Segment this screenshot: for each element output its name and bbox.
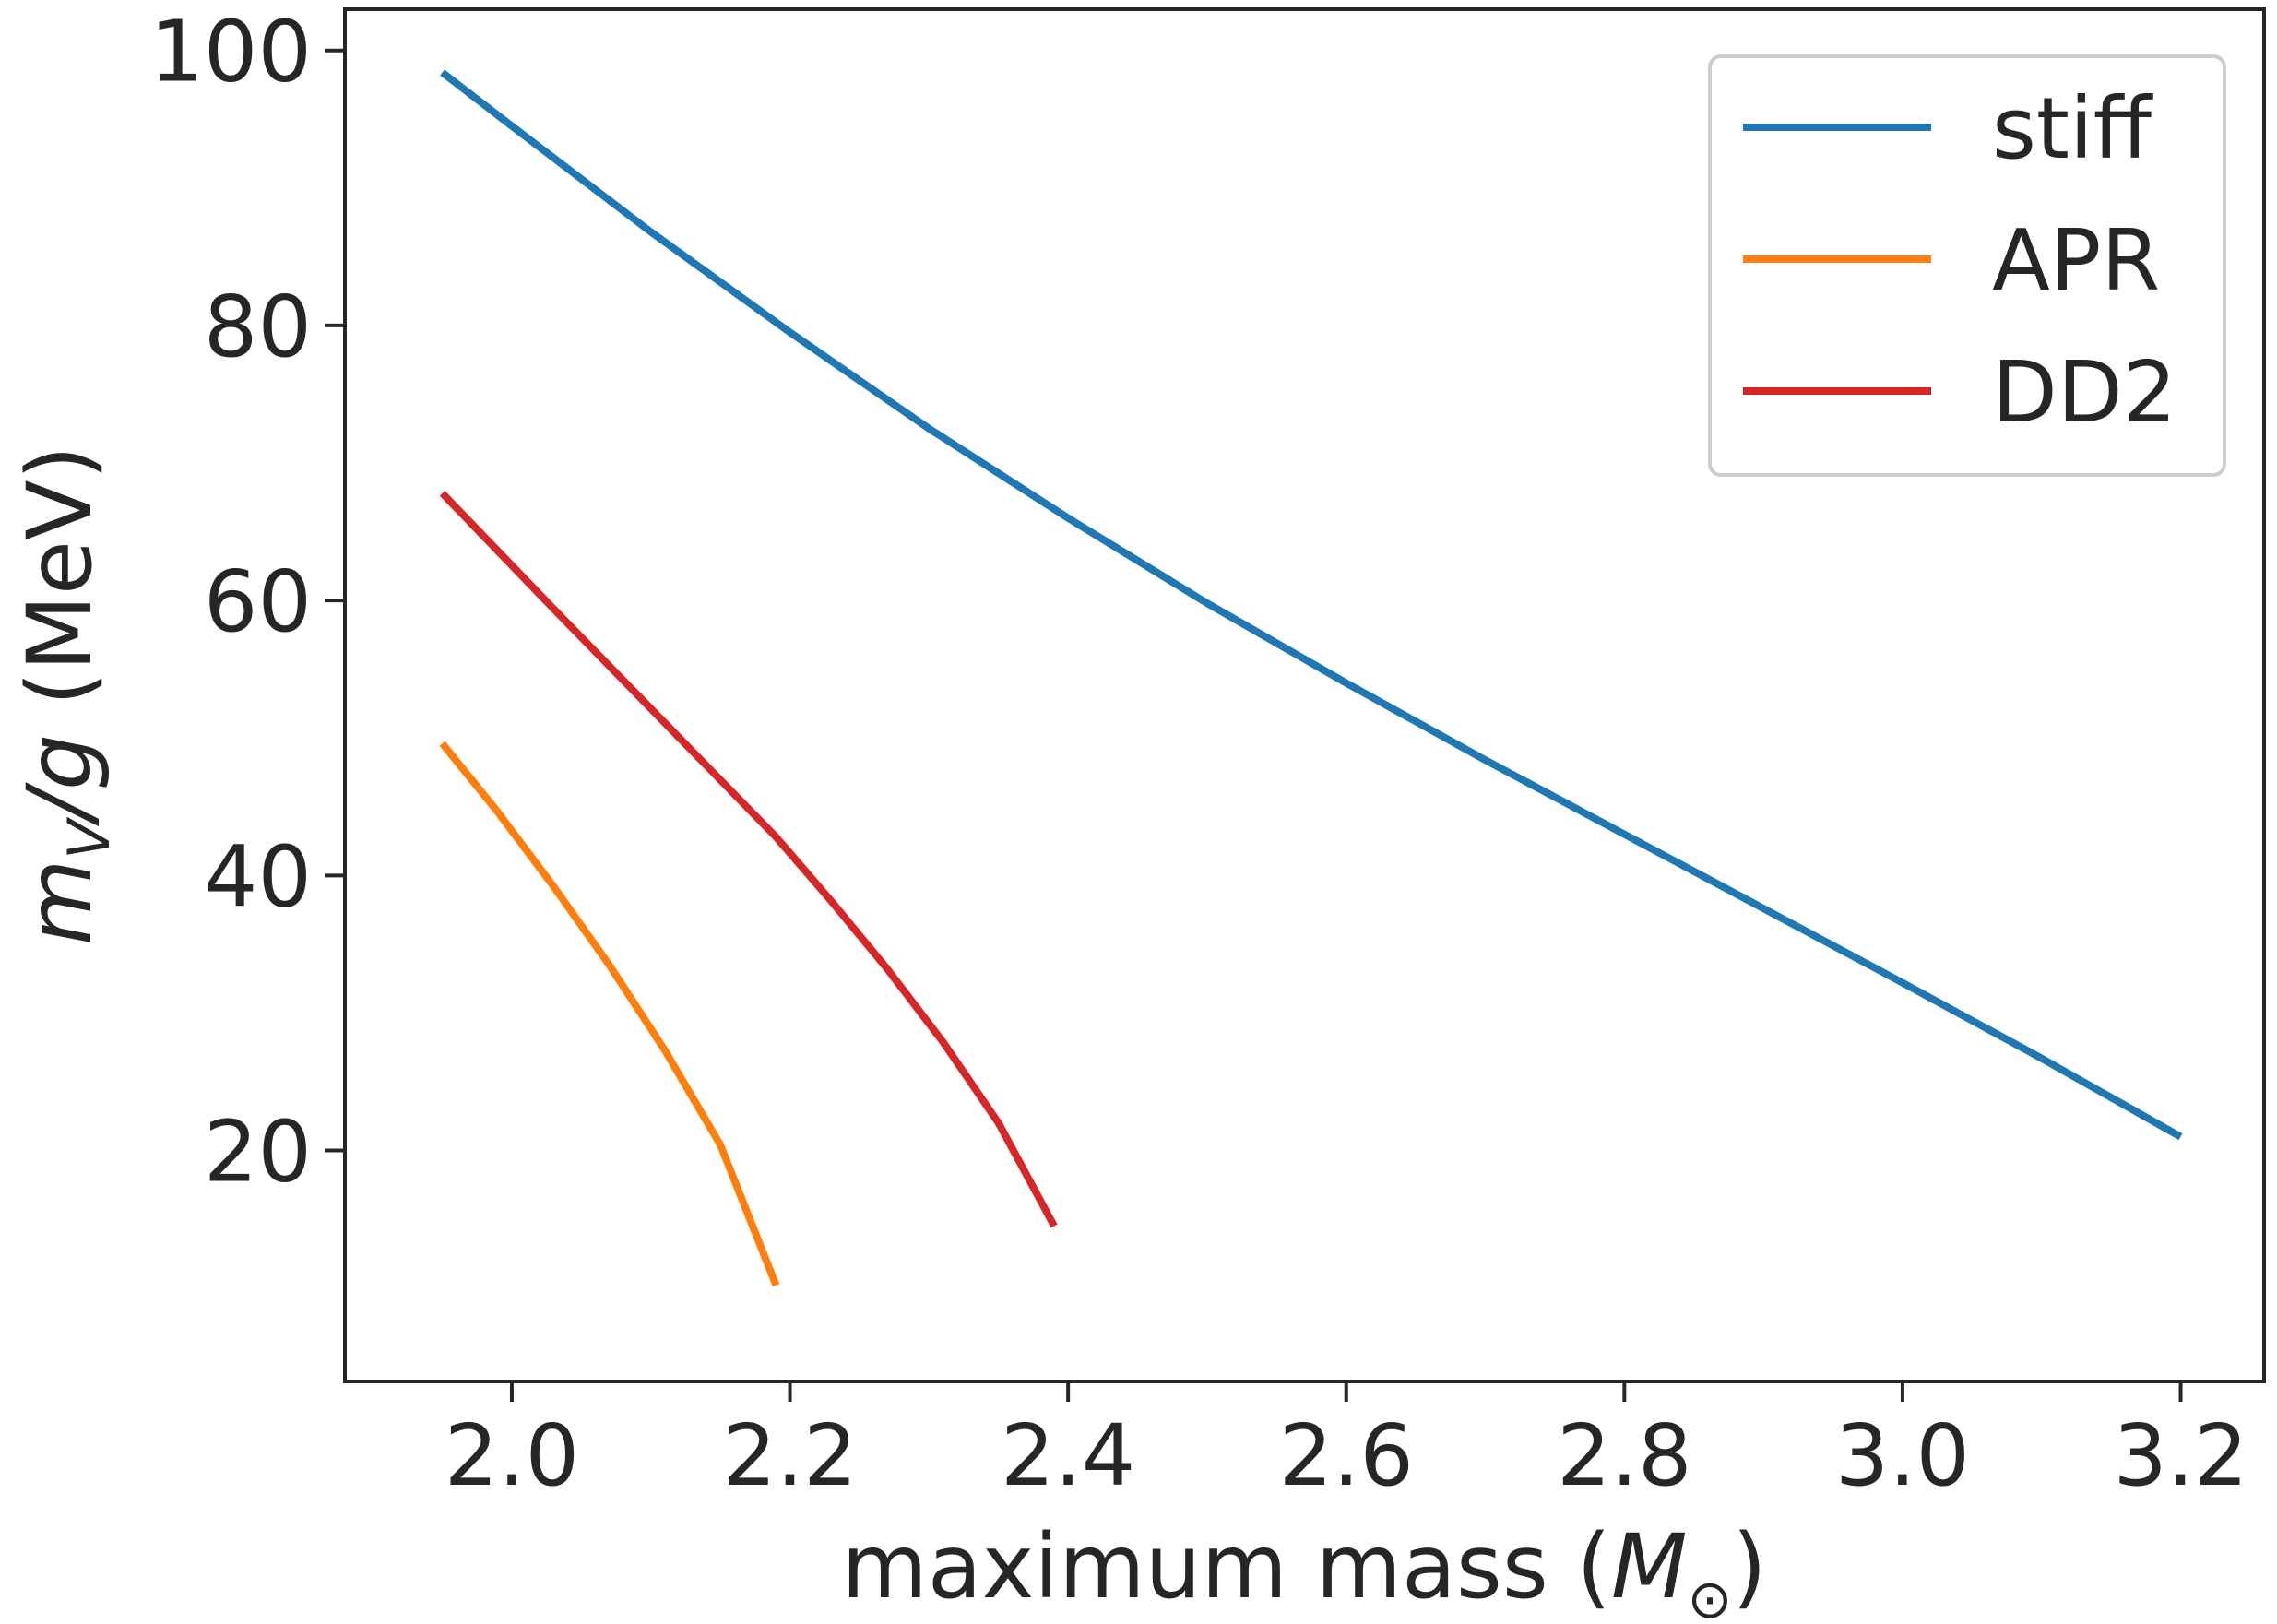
x-tick-label: 2.6 <box>1279 1406 1414 1505</box>
y-axis-label: mV/g (MeV) <box>8 445 123 945</box>
series-line-apr <box>439 741 780 1287</box>
x-tick-label: 3.0 <box>1835 1406 1970 1505</box>
y-tick-label: 80 <box>204 278 312 376</box>
legend-label-apr: APR <box>1992 211 2160 310</box>
legend-box <box>1708 54 2226 477</box>
y-tick-label: 40 <box>204 827 312 926</box>
series-line-dd2 <box>439 491 1058 1228</box>
x-axis-label: maximum mass (M⊙) <box>841 1515 1766 1624</box>
series-line-stiff <box>440 69 2183 1141</box>
legend-entries: stiff APR DD2 <box>1743 79 2176 442</box>
x-tick-label: 3.2 <box>2113 1406 2247 1505</box>
legend-label-dd2: DD2 <box>1992 343 2176 442</box>
plot-frame <box>343 7 2266 1383</box>
y-tick-label: 60 <box>204 552 312 651</box>
legend: stiff APR DD2 <box>1708 54 2226 477</box>
legend-label-stiff: stiff <box>1992 79 2154 178</box>
y-tick-label: 100 <box>149 3 312 101</box>
y-tick-label: 20 <box>204 1103 312 1202</box>
series-layer <box>439 69 2183 1287</box>
x-tick-label: 2.2 <box>722 1406 857 1505</box>
x-tick-label: 2.4 <box>1001 1406 1135 1505</box>
x-tick-label: 2.0 <box>445 1406 579 1505</box>
ticks-layer: 2.0 2.2 2.4 2.6 2.8 3.0 3.2 20 40 60 80 100 <box>149 3 2247 1505</box>
x-tick-label: 2.8 <box>1557 1406 1691 1505</box>
